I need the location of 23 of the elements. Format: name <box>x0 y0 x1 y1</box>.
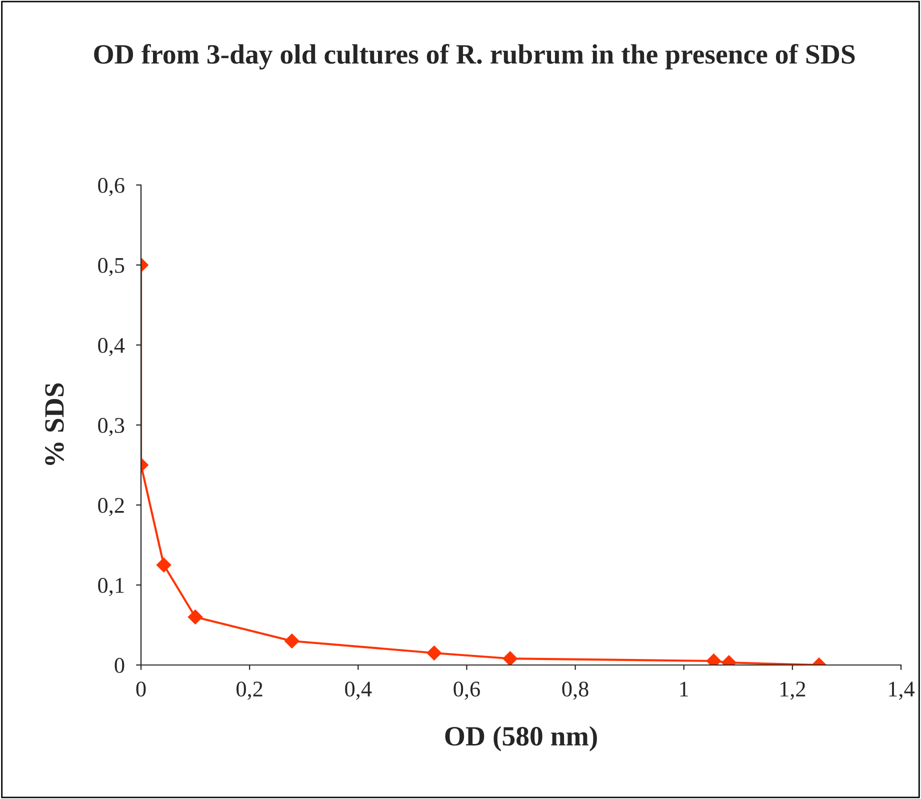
x-tick-label: 0,8 <box>562 682 588 700</box>
point <box>502 651 518 665</box>
x-tick-label: 1,2 <box>780 682 806 700</box>
x-tick-label: 1 <box>680 682 688 696</box>
point <box>188 610 203 624</box>
point <box>156 558 172 572</box>
y-tick-label: 0,5 <box>98 258 124 276</box>
y-tick-label: 0,6 <box>98 178 124 196</box>
y-tick-label: 0 <box>114 658 124 673</box>
x-tick-label: 1,4 <box>889 682 915 700</box>
chart-title: OD from 3-day old cultures of R. rubrum in the presence of SDS <box>94 44 855 70</box>
x-axis-title: OD (580 nm) <box>445 726 597 752</box>
x-tick-label: 0,4 <box>345 682 372 700</box>
x-tick-label: 0,6 <box>454 682 480 700</box>
y-axis-title: % SDS <box>45 383 64 465</box>
x-tick-label: 0,2 <box>236 682 262 700</box>
point <box>426 646 442 660</box>
point <box>284 634 300 648</box>
y-tick-label: 0,3 <box>98 418 124 436</box>
x-tick-label: 0 <box>136 682 146 697</box>
y-tick-label: 0,4 <box>98 338 125 356</box>
y-tick-label: 0,2 <box>98 498 124 516</box>
y-tick-label: 0,1 <box>98 578 124 596</box>
